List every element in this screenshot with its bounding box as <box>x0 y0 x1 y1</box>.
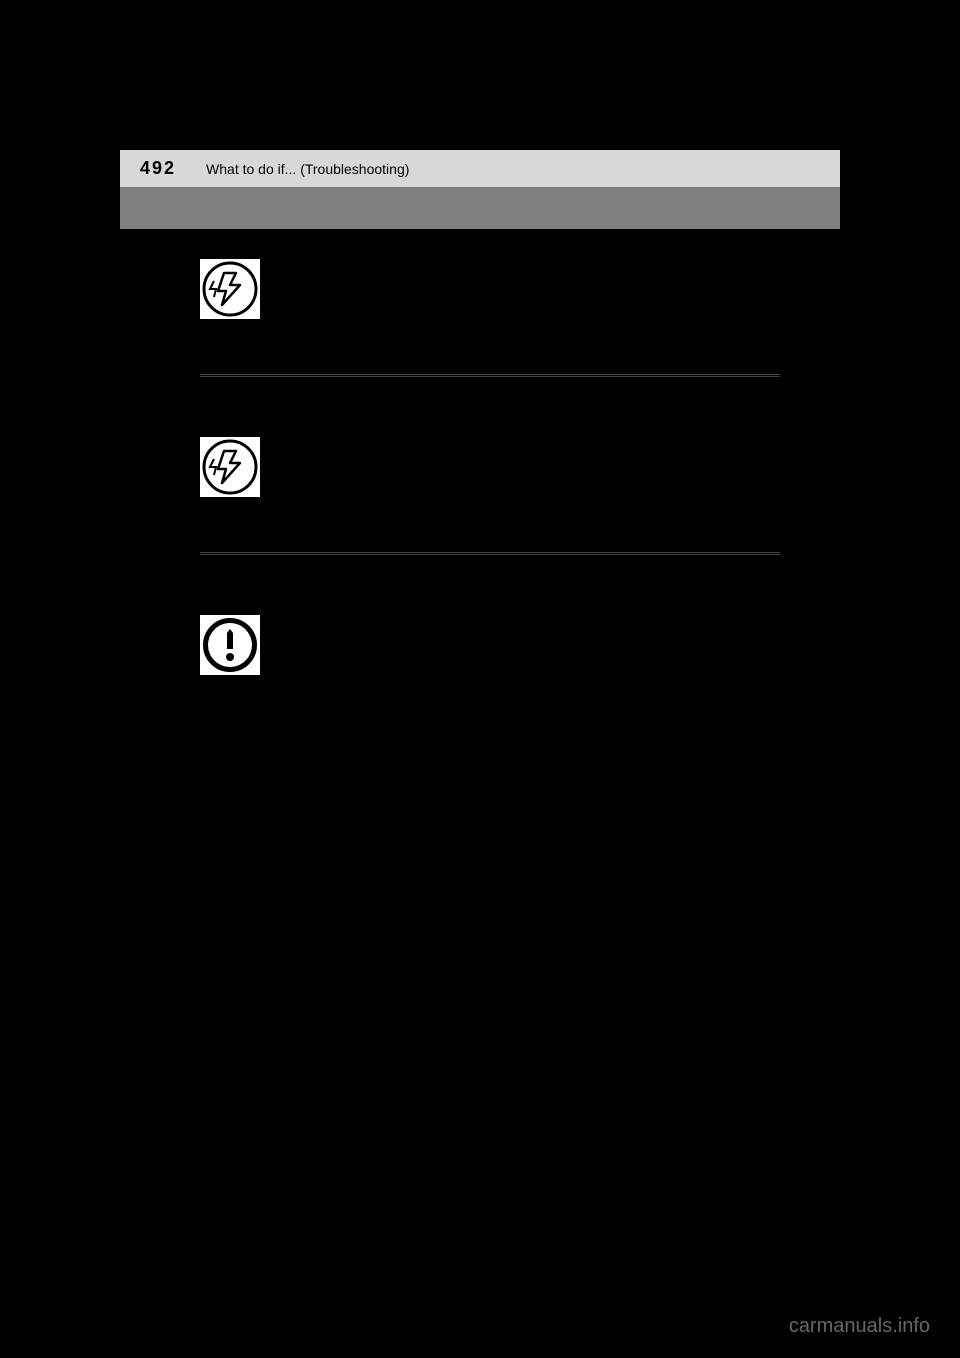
content-area <box>120 407 840 552</box>
header-bar: 492 What to do if... (Troubleshooting) <box>120 150 840 187</box>
lightning-icon <box>200 437 260 497</box>
section-divider <box>200 374 780 377</box>
troubleshoot-item <box>200 615 780 675</box>
grey-band <box>120 187 840 229</box>
section-divider <box>200 552 780 555</box>
troubleshoot-item <box>200 259 780 319</box>
watermark-text: carmanuals.info <box>789 1315 930 1338</box>
content-area <box>120 229 840 374</box>
troubleshoot-item <box>200 437 780 497</box>
content-area <box>120 585 840 730</box>
page-container: 492 What to do if... (Troubleshooting) <box>120 150 840 730</box>
lightning-icon <box>200 259 260 319</box>
page-number: 492 <box>140 158 176 179</box>
warning-icon <box>200 615 260 675</box>
header-title: What to do if... (Troubleshooting) <box>206 161 409 177</box>
